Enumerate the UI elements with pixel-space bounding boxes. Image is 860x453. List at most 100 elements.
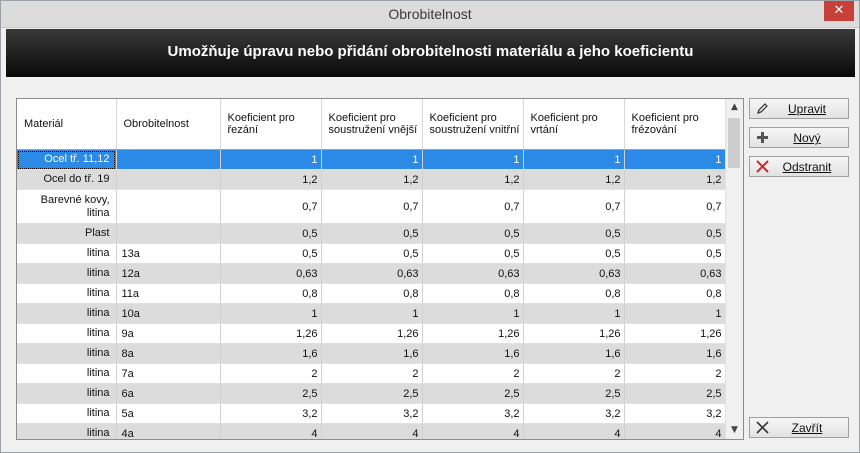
cell-inner-turning[interactable]: 0,63 xyxy=(422,263,524,284)
cell-drilling[interactable]: 2 xyxy=(523,363,625,384)
cell-cutting[interactable]: 2 xyxy=(220,363,322,384)
cell-inner-turning[interactable]: 4 xyxy=(422,423,524,439)
table-row[interactable]: litina 4a 4 4 4 4 4 xyxy=(17,423,726,439)
cell-milling[interactable]: 0,7 xyxy=(624,189,726,224)
cell-outer-turning[interactable]: 1,6 xyxy=(321,343,423,364)
cell-outer-turning[interactable]: 0,8 xyxy=(321,283,423,304)
cell-cutting[interactable]: 3,2 xyxy=(220,403,322,424)
cell-inner-turning[interactable]: 3,2 xyxy=(422,403,524,424)
table-row[interactable]: litina 11a 0,8 0,8 0,8 0,8 0,8 xyxy=(17,283,726,304)
cell-material[interactable]: litina xyxy=(17,363,117,384)
cell-outer-turning[interactable]: 0,5 xyxy=(321,223,423,244)
cell-machinability[interactable]: 7a xyxy=(116,363,221,384)
table-row[interactable]: litina 10a 1 1 1 1 1 xyxy=(17,303,726,324)
cell-material[interactable]: litina xyxy=(17,243,117,264)
cell-material[interactable]: Ocel tř. 11,12 xyxy=(17,149,117,170)
cell-outer-turning[interactable]: 0,63 xyxy=(321,263,423,284)
cell-cutting[interactable]: 0,8 xyxy=(220,283,322,304)
table-row[interactable]: litina 8a 1,6 1,6 1,6 1,6 1,6 xyxy=(17,343,726,364)
cell-inner-turning[interactable]: 1,2 xyxy=(422,169,524,190)
cell-outer-turning[interactable]: 0,5 xyxy=(321,243,423,264)
cell-cutting[interactable]: 1,2 xyxy=(220,169,322,190)
cell-machinability[interactable] xyxy=(116,223,221,244)
cell-drilling[interactable]: 1,26 xyxy=(523,323,625,344)
cell-inner-turning[interactable]: 1,6 xyxy=(422,343,524,364)
column-header-inner-turning[interactable]: Koeficient pro soustružení vnitřní xyxy=(422,99,524,150)
cell-milling[interactable]: 0,8 xyxy=(624,283,726,304)
cell-machinability[interactable]: 12a xyxy=(116,263,221,284)
cell-milling[interactable]: 1 xyxy=(624,303,726,324)
cell-cutting[interactable]: 0,63 xyxy=(220,263,322,284)
column-header-outer-turning[interactable]: Koeficient pro soustružení vnější xyxy=(321,99,423,150)
cell-milling[interactable]: 1,2 xyxy=(624,169,726,190)
cell-material[interactable]: Ocel do tř. 19 xyxy=(17,169,117,190)
cell-cutting[interactable]: 4 xyxy=(220,423,322,439)
cell-drilling[interactable]: 1,2 xyxy=(523,169,625,190)
cell-material[interactable]: litina xyxy=(17,343,117,364)
cell-milling[interactable]: 2,5 xyxy=(624,383,726,404)
table-row[interactable]: litina 7a 2 2 2 2 2 xyxy=(17,363,726,384)
delete-button[interactable]: Odstranit xyxy=(749,156,849,177)
cell-drilling[interactable]: 0,5 xyxy=(523,243,625,264)
cell-material[interactable]: litina xyxy=(17,423,117,439)
cell-drilling[interactable]: 0,5 xyxy=(523,223,625,244)
column-header-material[interactable]: Materiál xyxy=(17,99,117,150)
cell-drilling[interactable]: 2,5 xyxy=(523,383,625,404)
cell-drilling[interactable]: 1 xyxy=(523,303,625,324)
cell-material[interactable]: litina xyxy=(17,303,117,324)
scroll-down-icon[interactable]: ▼ xyxy=(731,425,738,435)
cell-milling[interactable]: 0,5 xyxy=(624,243,726,264)
column-header-milling[interactable]: Koeficient pro frézování xyxy=(624,99,726,150)
table-row[interactable]: litina 12a 0,63 0,63 0,63 0,63 0,63 xyxy=(17,263,726,284)
cell-milling[interactable]: 1,6 xyxy=(624,343,726,364)
edit-button[interactable]: Upravit xyxy=(749,98,849,119)
cell-machinability[interactable]: 13a xyxy=(116,243,221,264)
cell-material[interactable]: Barevné kovy, litina xyxy=(17,189,117,224)
cell-cutting[interactable]: 1,6 xyxy=(220,343,322,364)
cell-material[interactable]: litina xyxy=(17,383,117,404)
machinability-grid[interactable]: Materiál Obrobitelnost Koeficient pro ře… xyxy=(16,98,744,440)
cell-machinability[interactable]: 6a xyxy=(116,383,221,404)
cell-inner-turning[interactable]: 1,26 xyxy=(422,323,524,344)
cell-cutting[interactable]: 1 xyxy=(220,303,322,324)
cell-outer-turning[interactable]: 3,2 xyxy=(321,403,423,424)
cell-material[interactable]: litina xyxy=(17,403,117,424)
table-row[interactable]: litina 5a 3,2 3,2 3,2 3,2 3,2 xyxy=(17,403,726,424)
cell-outer-turning[interactable]: 1 xyxy=(321,303,423,324)
close-button[interactable]: Zavřít xyxy=(749,417,849,438)
cell-inner-turning[interactable]: 0,7 xyxy=(422,189,524,224)
cell-cutting[interactable]: 1 xyxy=(220,149,322,170)
cell-machinability[interactable] xyxy=(116,149,221,170)
cell-material[interactable]: litina xyxy=(17,263,117,284)
new-button[interactable]: Nový xyxy=(749,127,849,148)
cell-outer-turning[interactable]: 1,2 xyxy=(321,169,423,190)
scroll-thumb[interactable] xyxy=(728,118,740,168)
cell-cutting[interactable]: 0,5 xyxy=(220,223,322,244)
cell-drilling[interactable]: 3,2 xyxy=(523,403,625,424)
table-row[interactable]: litina 6a 2,5 2,5 2,5 2,5 2,5 xyxy=(17,383,726,404)
cell-milling[interactable]: 0,63 xyxy=(624,263,726,284)
cell-milling[interactable]: 0,5 xyxy=(624,223,726,244)
cell-inner-turning[interactable]: 0,5 xyxy=(422,223,524,244)
table-row[interactable]: litina 9a 1,26 1,26 1,26 1,26 1,26 xyxy=(17,323,726,344)
cell-inner-turning[interactable]: 1 xyxy=(422,149,524,170)
cell-inner-turning[interactable]: 2,5 xyxy=(422,383,524,404)
cell-material[interactable]: litina xyxy=(17,283,117,304)
cell-milling[interactable]: 1,26 xyxy=(624,323,726,344)
cell-machinability[interactable]: 10a xyxy=(116,303,221,324)
cell-inner-turning[interactable]: 1 xyxy=(422,303,524,324)
cell-drilling[interactable]: 1 xyxy=(523,149,625,170)
cell-cutting[interactable]: 0,5 xyxy=(220,243,322,264)
cell-outer-turning[interactable]: 1,26 xyxy=(321,323,423,344)
cell-material[interactable]: Plast xyxy=(17,223,117,244)
cell-drilling[interactable]: 0,7 xyxy=(523,189,625,224)
table-row[interactable]: Plast 0,5 0,5 0,5 0,5 0,5 xyxy=(17,223,726,244)
cell-inner-turning[interactable]: 2 xyxy=(422,363,524,384)
cell-milling[interactable]: 3,2 xyxy=(624,403,726,424)
cell-drilling[interactable]: 4 xyxy=(523,423,625,439)
cell-machinability[interactable] xyxy=(116,169,221,190)
cell-cutting[interactable]: 2,5 xyxy=(220,383,322,404)
cell-milling[interactable]: 2 xyxy=(624,363,726,384)
table-row[interactable]: litina 13a 0,5 0,5 0,5 0,5 0,5 xyxy=(17,243,726,264)
cell-material[interactable]: litina xyxy=(17,323,117,344)
